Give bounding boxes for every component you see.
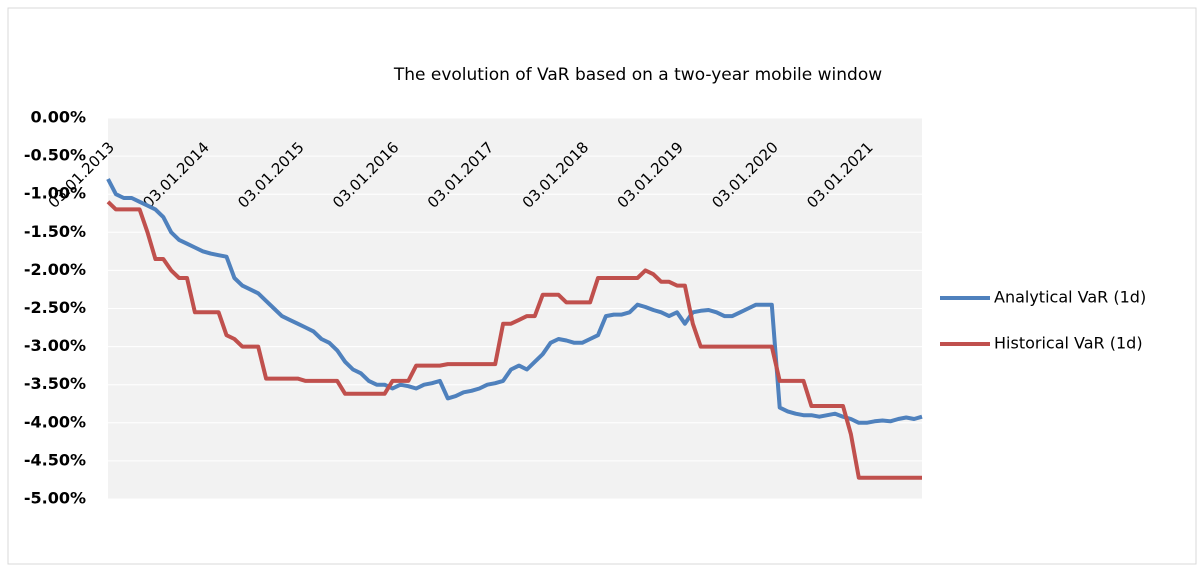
chart-title: The evolution of VaR based on a two-year… <box>393 65 882 85</box>
y-tick-label: -4.00% <box>24 412 86 431</box>
y-tick-label: -2.50% <box>24 298 86 317</box>
y-tick-label: -0.50% <box>24 146 86 165</box>
y-tick-label: -2.00% <box>24 260 86 279</box>
y-tick-label: 0.00% <box>30 108 86 127</box>
series-line <box>106 178 923 425</box>
legend-label: Analytical VaR (1d) <box>994 288 1146 307</box>
series-line <box>106 200 922 480</box>
y-tick-label: -1.50% <box>24 222 86 241</box>
y-tick-label: -3.50% <box>24 374 86 393</box>
y-tick-label: -3.00% <box>24 336 86 355</box>
y-tick-label: -5.00% <box>24 489 86 508</box>
y-tick-label: -1.00% <box>24 184 86 203</box>
legend-label: Historical VaR (1d) <box>994 334 1143 353</box>
y-tick-label: -4.50% <box>24 450 86 469</box>
